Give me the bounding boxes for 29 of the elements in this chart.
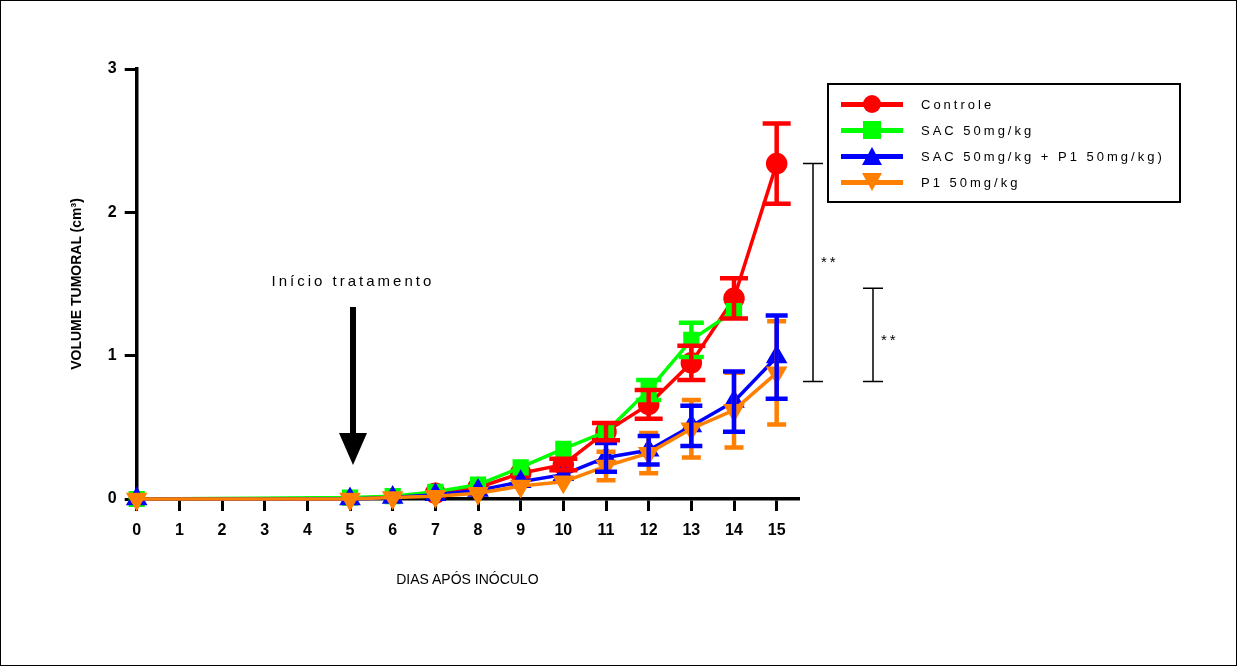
x-axis-title: DIAS APÓS INÓCULO <box>396 571 539 588</box>
y-tick-label: 3 <box>107 59 117 77</box>
x-tick-label: 13 <box>682 521 701 539</box>
text: ** <box>821 252 839 270</box>
x-tick-label: 2 <box>217 521 227 539</box>
x-tick-label: 3 <box>260 521 270 539</box>
legend-label: SAC 50mg/kg <box>921 122 1035 138</box>
x-tick-label: 6 <box>388 521 398 539</box>
x-tick-label: 5 <box>345 521 355 539</box>
y-tick-label: 2 <box>107 202 117 220</box>
annotation: Início tratamento <box>271 271 435 289</box>
x-tick-label: 8 <box>473 521 483 539</box>
legend-label: P1 50mg/kg <box>921 174 1021 190</box>
y-axis-title: VOLUME TUMORAL (cm³) <box>68 198 85 370</box>
legend-label: Controle <box>921 96 995 112</box>
x-tick-label: 15 <box>767 521 786 539</box>
x-tick-label: 0 <box>132 521 142 539</box>
legend-label: SAC 50mg/kg + P1 50mg/kg) <box>921 148 1165 164</box>
x-tick-label: 14 <box>725 521 743 539</box>
x-tick-label: 9 <box>516 521 526 539</box>
x-tick-label: 12 <box>639 521 658 539</box>
x-tick-label: 10 <box>554 521 573 539</box>
x-tick-label: 7 <box>430 521 440 539</box>
y-tick-label: 0 <box>107 489 117 507</box>
x-tick-label: 1 <box>174 521 184 539</box>
x-tick-label: 4 <box>302 521 312 539</box>
text: ** <box>881 331 899 349</box>
x-tick-label: 11 <box>597 521 615 539</box>
y-tick-label: 1 <box>107 346 117 364</box>
